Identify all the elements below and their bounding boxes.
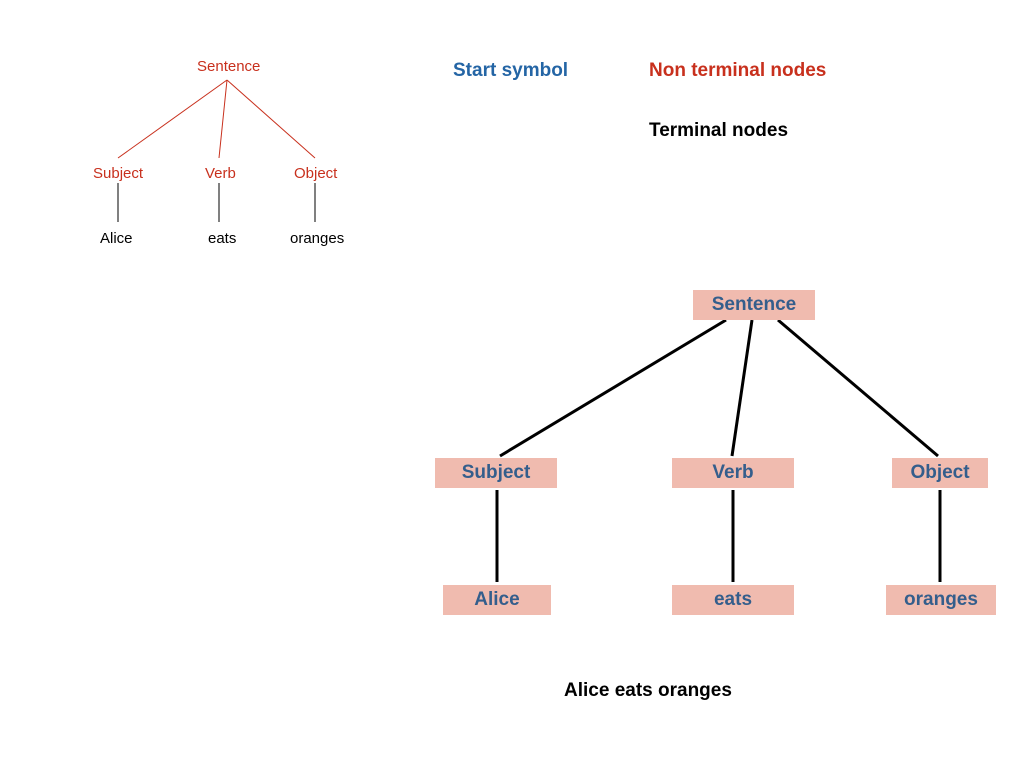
big-tree-lines xyxy=(0,0,1024,768)
big-tree-leaf-2: oranges xyxy=(886,585,996,615)
big-tree-root: Sentence xyxy=(693,290,815,320)
big-tree-mid-1: Verb xyxy=(672,458,794,488)
bottom-sentence: Alice eats oranges xyxy=(564,680,732,702)
big-tree-mid-0: Subject xyxy=(435,458,557,488)
big-tree-mid-2: Object xyxy=(892,458,988,488)
big-tree-leaf-0: Alice xyxy=(443,585,551,615)
big-tree-leaf-1: eats xyxy=(672,585,794,615)
